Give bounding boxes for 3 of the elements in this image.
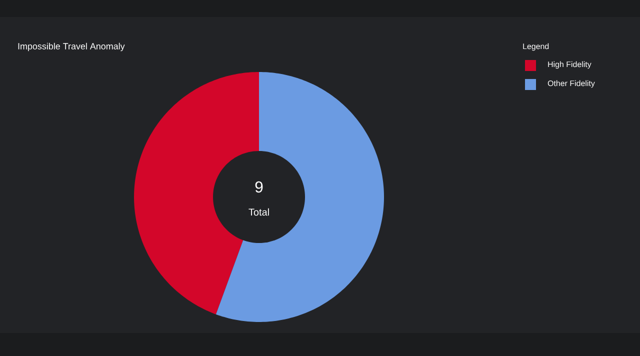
text: 9	[255, 181, 263, 193]
chart-title: Impossible Travel Anomaly	[18, 42, 125, 52]
text: Total	[248, 208, 269, 216]
